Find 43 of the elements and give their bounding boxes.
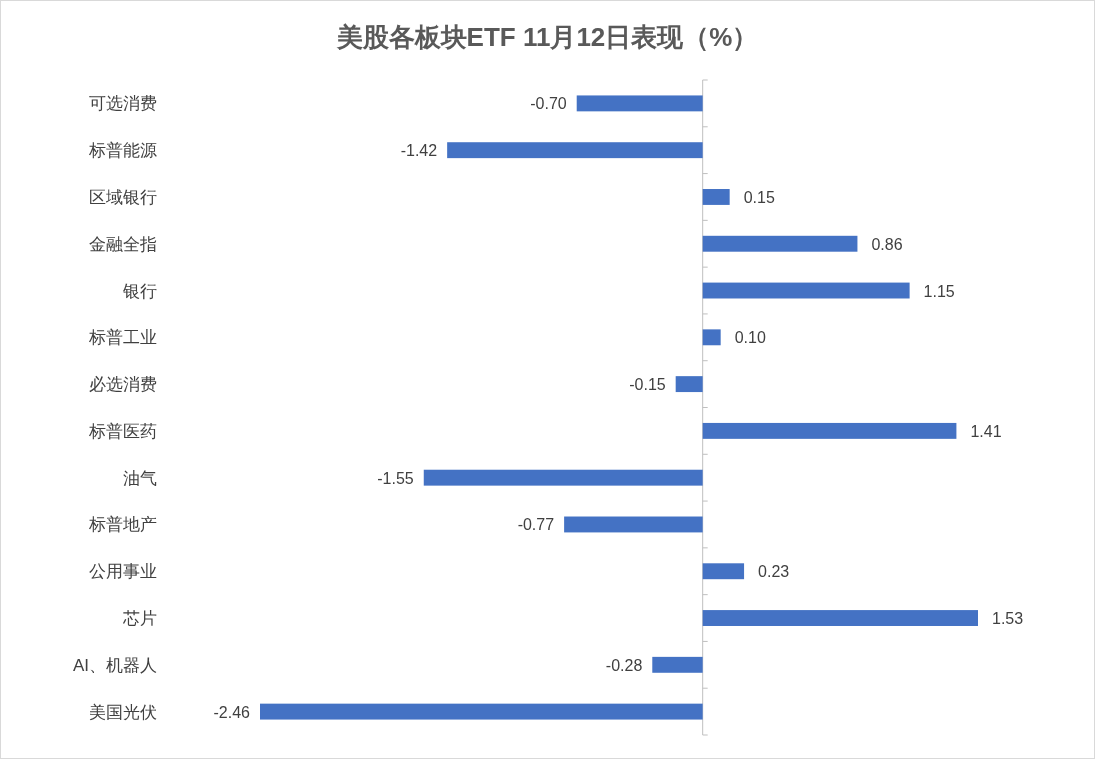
data-label: -0.70 xyxy=(530,95,567,113)
data-label: 0.86 xyxy=(871,235,903,253)
data-label: 0.10 xyxy=(734,329,766,347)
data-label: -0.28 xyxy=(605,656,643,674)
data-label: 1.53 xyxy=(992,610,1024,628)
bar xyxy=(564,516,703,533)
bar xyxy=(447,142,703,159)
y-tick-label: 标普工业 xyxy=(88,328,157,348)
y-tick-label: 公用事业 xyxy=(89,562,157,582)
data-label: 1.41 xyxy=(970,422,1002,440)
y-tick-label: 标普地产 xyxy=(88,515,157,535)
y-tick-label: 可选消费 xyxy=(89,94,157,114)
bar xyxy=(702,235,858,252)
y-tick-label: 芯片 xyxy=(122,609,157,629)
bar xyxy=(576,95,703,112)
bar xyxy=(702,189,730,205)
data-label: 0.15 xyxy=(743,188,775,206)
y-tick-label: 区域银行 xyxy=(89,187,157,207)
data-label: -0.77 xyxy=(517,516,555,534)
bar xyxy=(702,422,957,439)
y-tick-label: 美国光伏 xyxy=(89,702,157,722)
y-tick-label: AI、机器人 xyxy=(72,655,157,675)
bar xyxy=(423,469,703,486)
bar xyxy=(652,656,703,673)
bar xyxy=(260,703,703,720)
data-label: -0.15 xyxy=(629,376,666,394)
bar xyxy=(675,376,703,393)
data-label: -1.55 xyxy=(377,469,414,487)
y-tick-label: 银行 xyxy=(122,281,157,301)
data-label: -1.42 xyxy=(400,142,438,160)
y-tick-label: 标普医药 xyxy=(88,421,157,441)
y-tick-label: 必选消费 xyxy=(89,375,157,395)
y-tick-label: 金融全指 xyxy=(89,234,157,254)
y-tick-label: 油气 xyxy=(123,468,157,488)
bar xyxy=(702,563,745,580)
data-label: 0.23 xyxy=(758,563,790,581)
bar xyxy=(702,610,978,626)
data-label: 1.15 xyxy=(923,282,955,300)
chart-title: 美股各板块ETF 11月12日表现（%） xyxy=(335,22,759,52)
bar xyxy=(702,329,721,346)
bar xyxy=(702,282,910,299)
data-label: -2.46 xyxy=(213,703,251,721)
y-tick-label: 标普能源 xyxy=(88,141,157,161)
